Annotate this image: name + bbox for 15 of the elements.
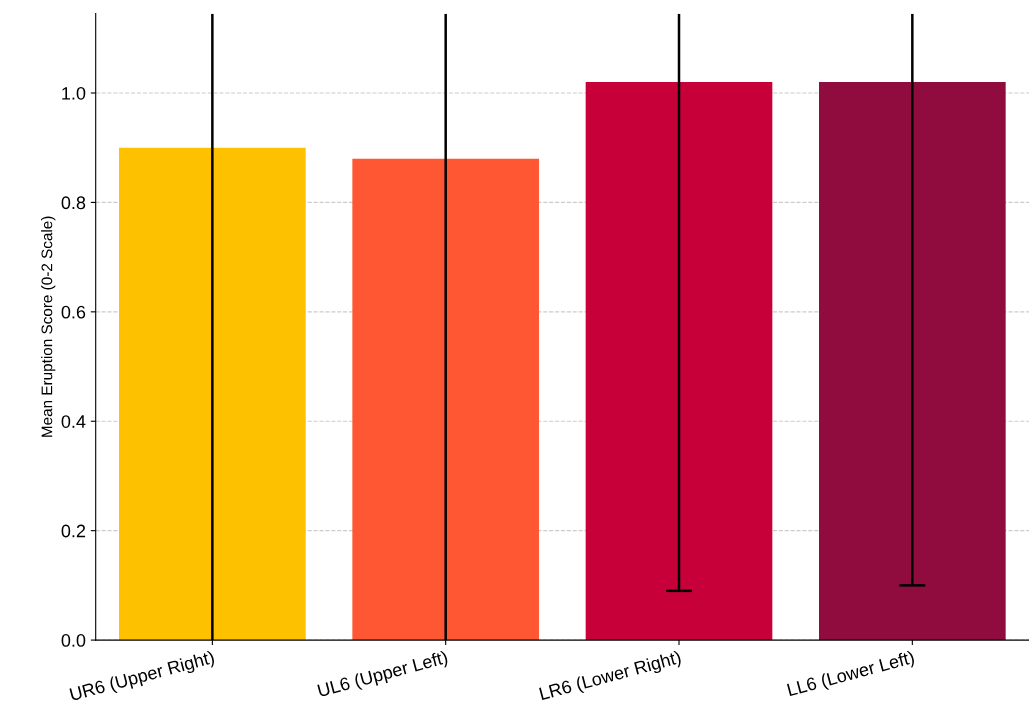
y-tick-label: 0.8: [61, 196, 86, 210]
bar: [352, 158, 540, 641]
y-tick-label: 1.0: [62, 86, 86, 100]
x-tick-label: UL6 (Upper Left): [317, 650, 449, 701]
y-tick-label: 0.0: [61, 634, 86, 647]
x-tick-label: LL6 (Lower Left): [786, 650, 916, 700]
bar: [585, 82, 773, 641]
y-tick-label: 0.6: [61, 305, 86, 319]
y-tick-label: 0.4: [61, 415, 86, 428]
bar: [819, 82, 1006, 641]
y-tick-label: 0.2: [61, 524, 86, 538]
x-tick-label: LR6 (Lower Right): [538, 650, 683, 704]
bar: [119, 147, 306, 641]
y-axis-title: Mean Eruption Score (0-2 Scale): [41, 216, 56, 437]
x-tick-label: UR6 (Upper Right): [69, 650, 216, 705]
